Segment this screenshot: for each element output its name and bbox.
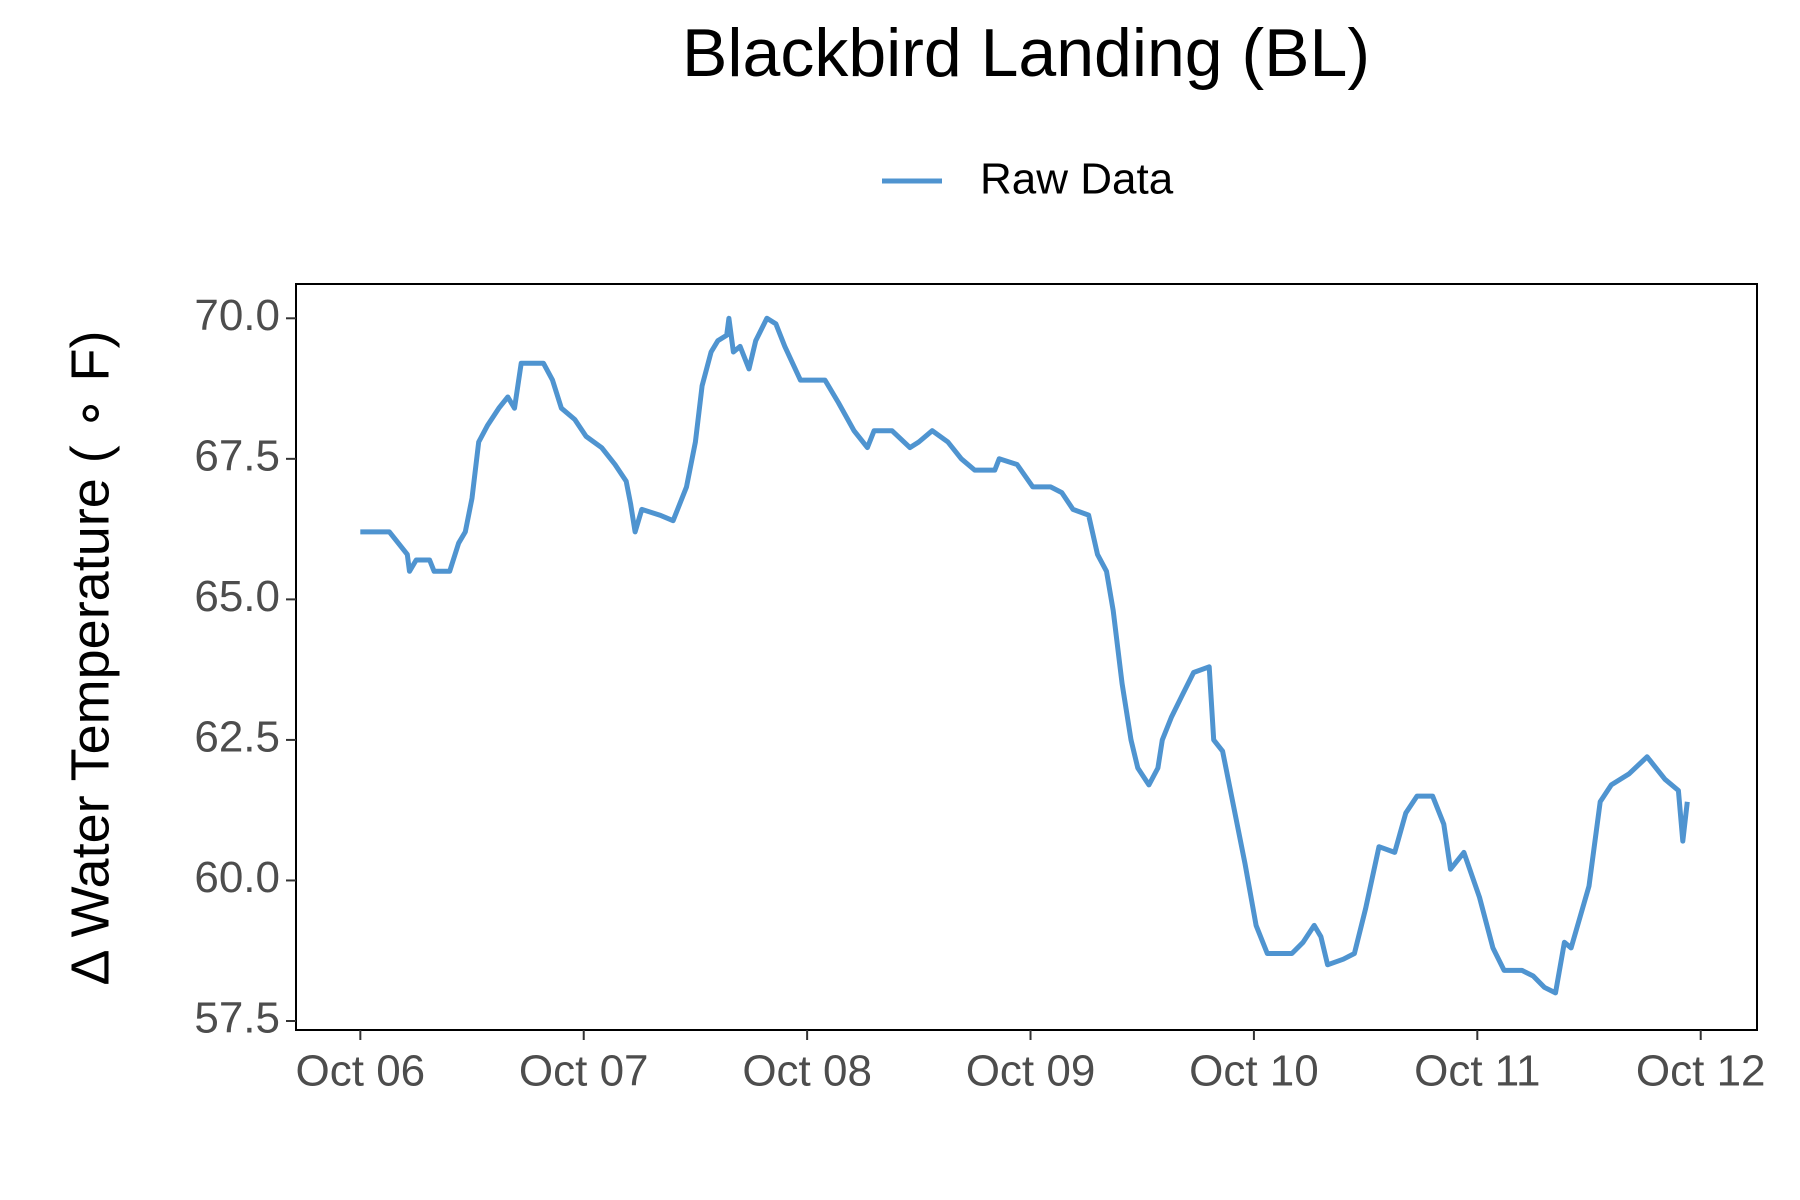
y-tick-label: 65.0	[194, 572, 280, 621]
legend-label: Raw Data	[980, 155, 1174, 204]
x-tick-label: Oct 09	[966, 1047, 1096, 1096]
x-tick-label: Oct 12	[1636, 1047, 1766, 1096]
y-tick-label: 57.5	[194, 994, 280, 1043]
x-tick-label: Oct 08	[742, 1047, 872, 1096]
x-tick-label: Oct 10	[1189, 1047, 1319, 1096]
x-tick-label: Oct 06	[296, 1047, 426, 1096]
y-tick-label: 62.5	[194, 713, 280, 762]
y-tick-label: 67.5	[194, 431, 280, 480]
y-axis-label: Δ Water Temperature ( ∘ F)	[60, 330, 120, 985]
x-tick-label: Oct 11	[1414, 1047, 1540, 1096]
y-tick-label: 60.0	[194, 853, 280, 902]
y-tick-label: 70.0	[194, 291, 280, 340]
plot-frame	[295, 283, 1758, 1031]
chart-title: Blackbird Landing (BL)	[682, 15, 1370, 91]
x-tick-label: Oct 07	[519, 1047, 649, 1096]
data-line	[360, 315, 1690, 996]
